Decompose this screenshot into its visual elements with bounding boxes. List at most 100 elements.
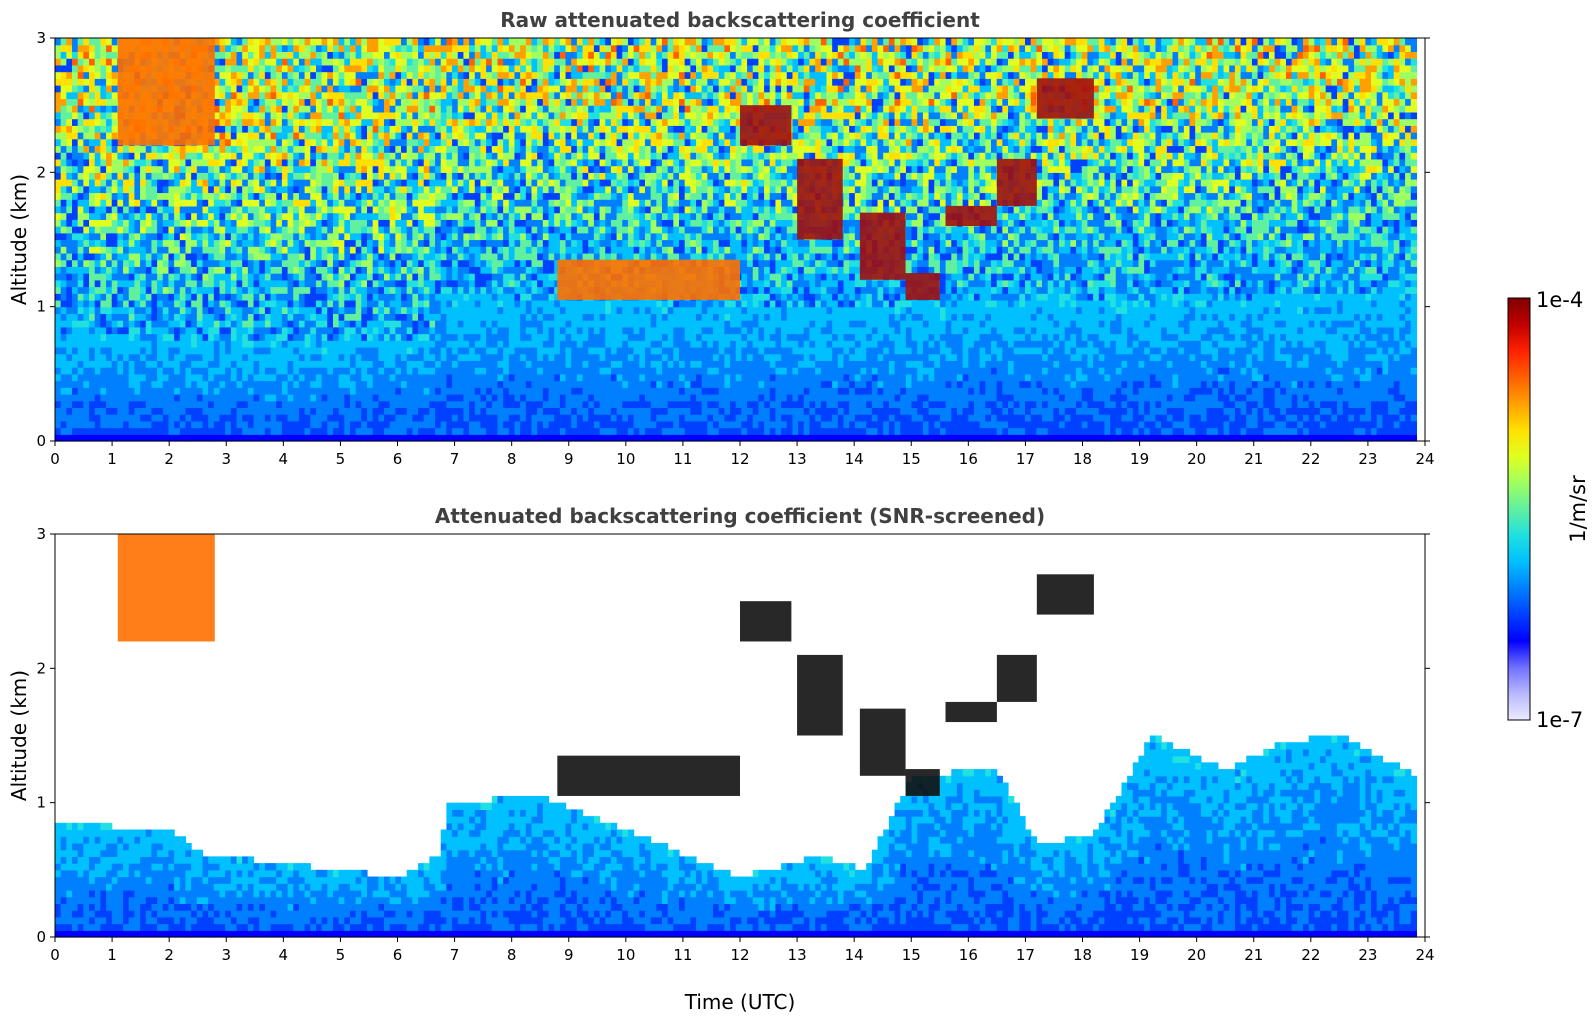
heatmap-cell <box>497 92 503 99</box>
heatmap-cell <box>202 360 208 367</box>
heatmap-cell <box>259 58 265 65</box>
heatmap-cell <box>520 51 526 58</box>
heatmap-cell <box>231 360 237 367</box>
heatmap-cell <box>140 300 146 307</box>
heatmap-cell <box>441 394 447 401</box>
heatmap-cell <box>509 152 515 159</box>
heatmap-cell <box>310 327 316 334</box>
heatmap-cell <box>429 132 435 139</box>
heatmap-cell <box>469 354 475 361</box>
heatmap-cell <box>265 394 271 401</box>
heatmap-cell <box>282 132 288 139</box>
heatmap-cell <box>509 407 515 414</box>
heatmap-cell <box>407 192 413 199</box>
heatmap-cell <box>469 300 475 307</box>
heatmap-cell <box>55 38 61 45</box>
heatmap-cell <box>225 226 231 233</box>
heatmap-cell <box>361 51 367 58</box>
heatmap-cell <box>503 260 509 267</box>
heatmap-cell <box>168 145 174 152</box>
heatmap-cell <box>344 320 350 327</box>
heatmap-cell <box>106 179 112 186</box>
heatmap-cell <box>373 192 379 199</box>
heatmap-cell <box>95 85 101 92</box>
heatmap-cell <box>344 58 350 65</box>
heatmap-cell <box>395 327 401 334</box>
heatmap-cell <box>100 233 106 240</box>
heatmap-cell <box>168 354 174 361</box>
heatmap-cell <box>520 260 526 267</box>
heatmap-cell <box>242 72 248 79</box>
heatmap-cell <box>305 374 311 381</box>
heatmap-cell <box>469 226 475 233</box>
heatmap-cell <box>220 206 226 213</box>
heatmap-cell <box>95 293 101 300</box>
heatmap-cell <box>316 287 322 294</box>
heatmap-cell <box>265 72 271 79</box>
heatmap-cell <box>469 414 475 421</box>
heatmap-cell <box>248 145 254 152</box>
heatmap-cell <box>248 428 254 435</box>
heatmap-cell <box>441 428 447 435</box>
heatmap-cell <box>327 159 333 166</box>
heatmap-cell <box>401 428 407 435</box>
heatmap-cell <box>384 374 390 381</box>
heatmap-cell <box>333 125 339 132</box>
heatmap-cell <box>333 381 339 388</box>
heatmap-cell <box>339 367 345 374</box>
heatmap-cell <box>339 307 345 314</box>
heatmap-cell <box>407 246 413 253</box>
heatmap-cell <box>514 273 520 280</box>
heatmap-cell <box>412 139 418 146</box>
heatmap-cell <box>492 414 498 421</box>
heatmap-cell <box>237 186 243 193</box>
heatmap-cell <box>469 266 475 273</box>
heatmap-cell <box>140 246 146 253</box>
heatmap-cell <box>72 78 78 85</box>
heatmap-cell <box>248 421 254 428</box>
heatmap-cell <box>254 51 260 58</box>
heatmap-cell <box>492 327 498 334</box>
heatmap-cell <box>157 159 163 166</box>
heatmap-cell <box>390 266 396 273</box>
heatmap-cell <box>265 105 271 112</box>
heatmap-cell <box>458 360 464 367</box>
heatmap-cell <box>435 219 441 226</box>
heatmap-cell <box>220 38 226 45</box>
heatmap-cell <box>214 226 220 233</box>
heatmap-cell <box>214 253 220 260</box>
heatmap-cell <box>282 125 288 132</box>
heatmap-cell <box>100 179 106 186</box>
heatmap-cell <box>208 226 214 233</box>
heatmap-cell <box>163 313 169 320</box>
heatmap-cell <box>327 166 333 173</box>
heatmap-cell <box>475 199 481 206</box>
heatmap-cell <box>316 145 322 152</box>
heatmap-cell <box>378 387 384 394</box>
heatmap-cell <box>293 354 299 361</box>
heatmap-cell <box>191 334 197 341</box>
heatmap-cell <box>254 280 260 287</box>
heatmap-cell <box>61 394 67 401</box>
heatmap-cell <box>361 354 367 361</box>
heatmap-cell <box>350 313 356 320</box>
heatmap-cell <box>486 360 492 367</box>
heatmap-cell <box>361 199 367 206</box>
heatmap-cell <box>480 401 486 408</box>
heatmap-cell <box>191 300 197 307</box>
heatmap-cell <box>310 139 316 146</box>
heatmap-cell <box>520 213 526 220</box>
heatmap-cell <box>350 280 356 287</box>
heatmap-cell <box>140 273 146 280</box>
heatmap-cell <box>129 199 135 206</box>
heatmap-cell <box>220 360 226 367</box>
heatmap-cell <box>157 407 163 414</box>
heatmap-cell <box>100 240 106 247</box>
heatmap-cell <box>265 287 271 294</box>
heatmap-cell <box>407 166 413 173</box>
heatmap-cell <box>95 78 101 85</box>
heatmap-cell <box>146 253 152 260</box>
heatmap-cell <box>83 219 89 226</box>
heatmap-cell <box>271 293 277 300</box>
heatmap-cell <box>418 186 424 193</box>
